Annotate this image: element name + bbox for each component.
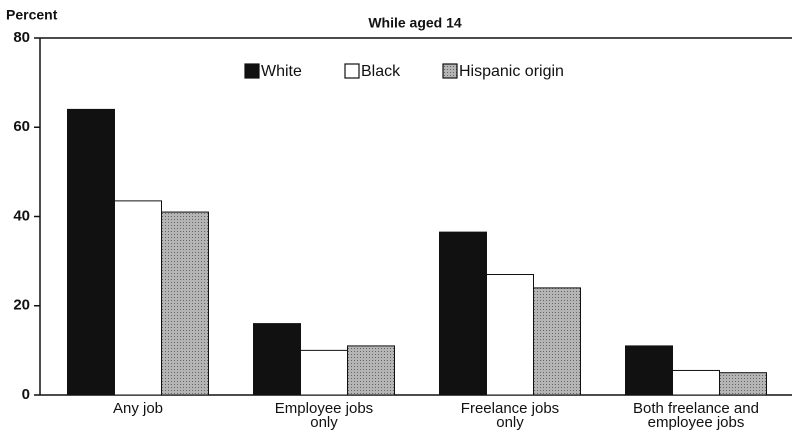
bar [114, 200, 162, 396]
bar [253, 323, 301, 396]
bar [439, 231, 487, 396]
x-tick-label: Any job [112, 400, 164, 417]
bar [486, 274, 534, 396]
legend-swatch [442, 63, 458, 79]
y-tick-label: 60 [13, 118, 30, 135]
bar [161, 211, 209, 396]
x-tick-label: Freelance jobs only [460, 400, 560, 431]
bar [533, 287, 581, 396]
y-tick-label: 0 [22, 386, 30, 403]
x-tick-label: Employee jobs only [274, 400, 374, 431]
legend-label: Black [361, 63, 401, 80]
legend-label: White [261, 63, 302, 80]
y-tick-label: 20 [13, 297, 30, 314]
y-axis-label: Percent [6, 7, 58, 23]
bar [719, 372, 767, 396]
y-tick-label: 80 [13, 29, 30, 46]
bar [347, 345, 395, 396]
chart-title: While aged 14 [368, 15, 462, 31]
legend-swatch [344, 63, 360, 79]
legend-label: Hispanic origin [459, 63, 564, 80]
x-tick-label: Both freelance and employee jobs [633, 400, 759, 431]
bar [625, 345, 673, 396]
legend-swatch [244, 63, 260, 79]
bar [300, 349, 348, 396]
bar [672, 369, 720, 396]
bar [67, 108, 115, 396]
y-tick-label: 40 [13, 207, 30, 224]
